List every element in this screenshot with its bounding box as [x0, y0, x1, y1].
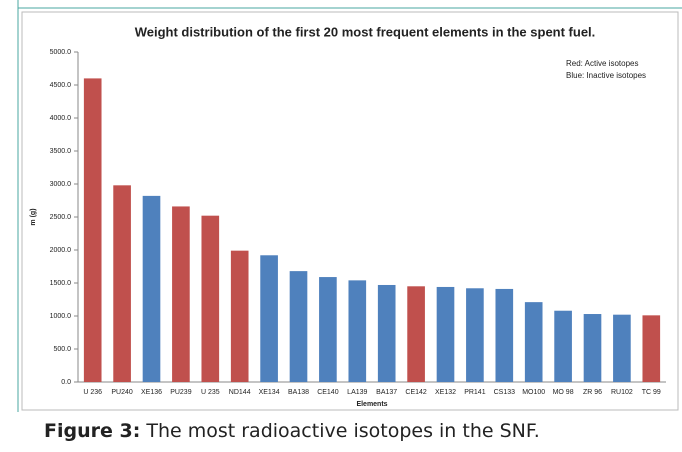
caption-text: The most radioactive isotopes in the SNF… — [140, 420, 540, 442]
bar — [113, 185, 131, 382]
bar — [466, 288, 484, 382]
bar — [289, 271, 308, 382]
x-tick-label: PU240 — [111, 389, 133, 396]
annotation: Blue: Inactive isotopes — [566, 71, 646, 80]
y-tick-label: 4000.0 — [50, 115, 72, 122]
y-tick-label: 0.0 — [61, 379, 71, 386]
x-tick-label: MO 98 — [553, 389, 574, 396]
bar — [319, 277, 337, 382]
x-tick-label: BA138 — [288, 389, 309, 396]
x-axis-label: Elements — [356, 401, 387, 408]
bar — [230, 250, 249, 382]
y-tick-label: 1000.0 — [50, 313, 72, 320]
bar — [260, 255, 278, 382]
bar — [642, 315, 661, 382]
x-tick-label: CE140 — [317, 389, 339, 396]
bar — [583, 314, 602, 382]
x-tick-label: RU102 — [611, 389, 633, 396]
x-tick-label: U 235 — [201, 389, 220, 396]
x-tick-label: TC 99 — [642, 389, 661, 396]
bar — [495, 288, 514, 382]
bar — [377, 284, 396, 382]
chart-title: Weight distribution of the first 20 most… — [135, 24, 596, 39]
y-tick-label: 3000.0 — [50, 181, 72, 188]
y-tick-label: 500.0 — [53, 346, 71, 353]
y-axis-label: m (g) — [30, 208, 37, 225]
y-tick-label: 2500.0 — [50, 214, 72, 221]
x-tick-label: U 236 — [83, 389, 102, 396]
x-tick-label: PR141 — [464, 389, 486, 396]
bar — [348, 280, 367, 382]
annotation: Red: Active isotopes — [566, 59, 638, 68]
bar — [83, 78, 102, 383]
x-tick-label: ND144 — [229, 389, 251, 396]
bar — [201, 215, 220, 382]
bar — [613, 314, 631, 382]
y-tick-label: 3500.0 — [50, 148, 72, 155]
y-tick-label: 2000.0 — [50, 247, 72, 254]
bar — [524, 302, 543, 382]
x-tick-label: XE136 — [141, 389, 162, 396]
y-tick-label: 5000.0 — [50, 49, 72, 56]
x-tick-label: BA137 — [376, 389, 397, 396]
x-tick-label: MO100 — [522, 389, 545, 396]
bar — [142, 195, 161, 382]
caption-label: Figure 3: — [44, 420, 141, 442]
x-tick-label: LA139 — [347, 389, 367, 396]
y-tick-label: 4500.0 — [50, 82, 72, 89]
bar — [436, 286, 455, 382]
bar — [554, 310, 572, 382]
chart: Weight distribution of the first 20 most… — [17, 0, 682, 412]
x-tick-label: XE132 — [435, 389, 456, 396]
figure-caption: Figure 3: The most radioactive isotopes … — [44, 420, 540, 442]
x-tick-label: ZR 96 — [583, 389, 602, 396]
x-tick-label: XE134 — [259, 389, 280, 396]
bar — [407, 286, 425, 382]
y-tick-label: 1500.0 — [50, 280, 72, 287]
x-tick-label: CE142 — [405, 389, 427, 396]
x-tick-label: PU239 — [170, 389, 192, 396]
bar — [172, 206, 190, 382]
x-tick-label: CS133 — [494, 389, 516, 396]
